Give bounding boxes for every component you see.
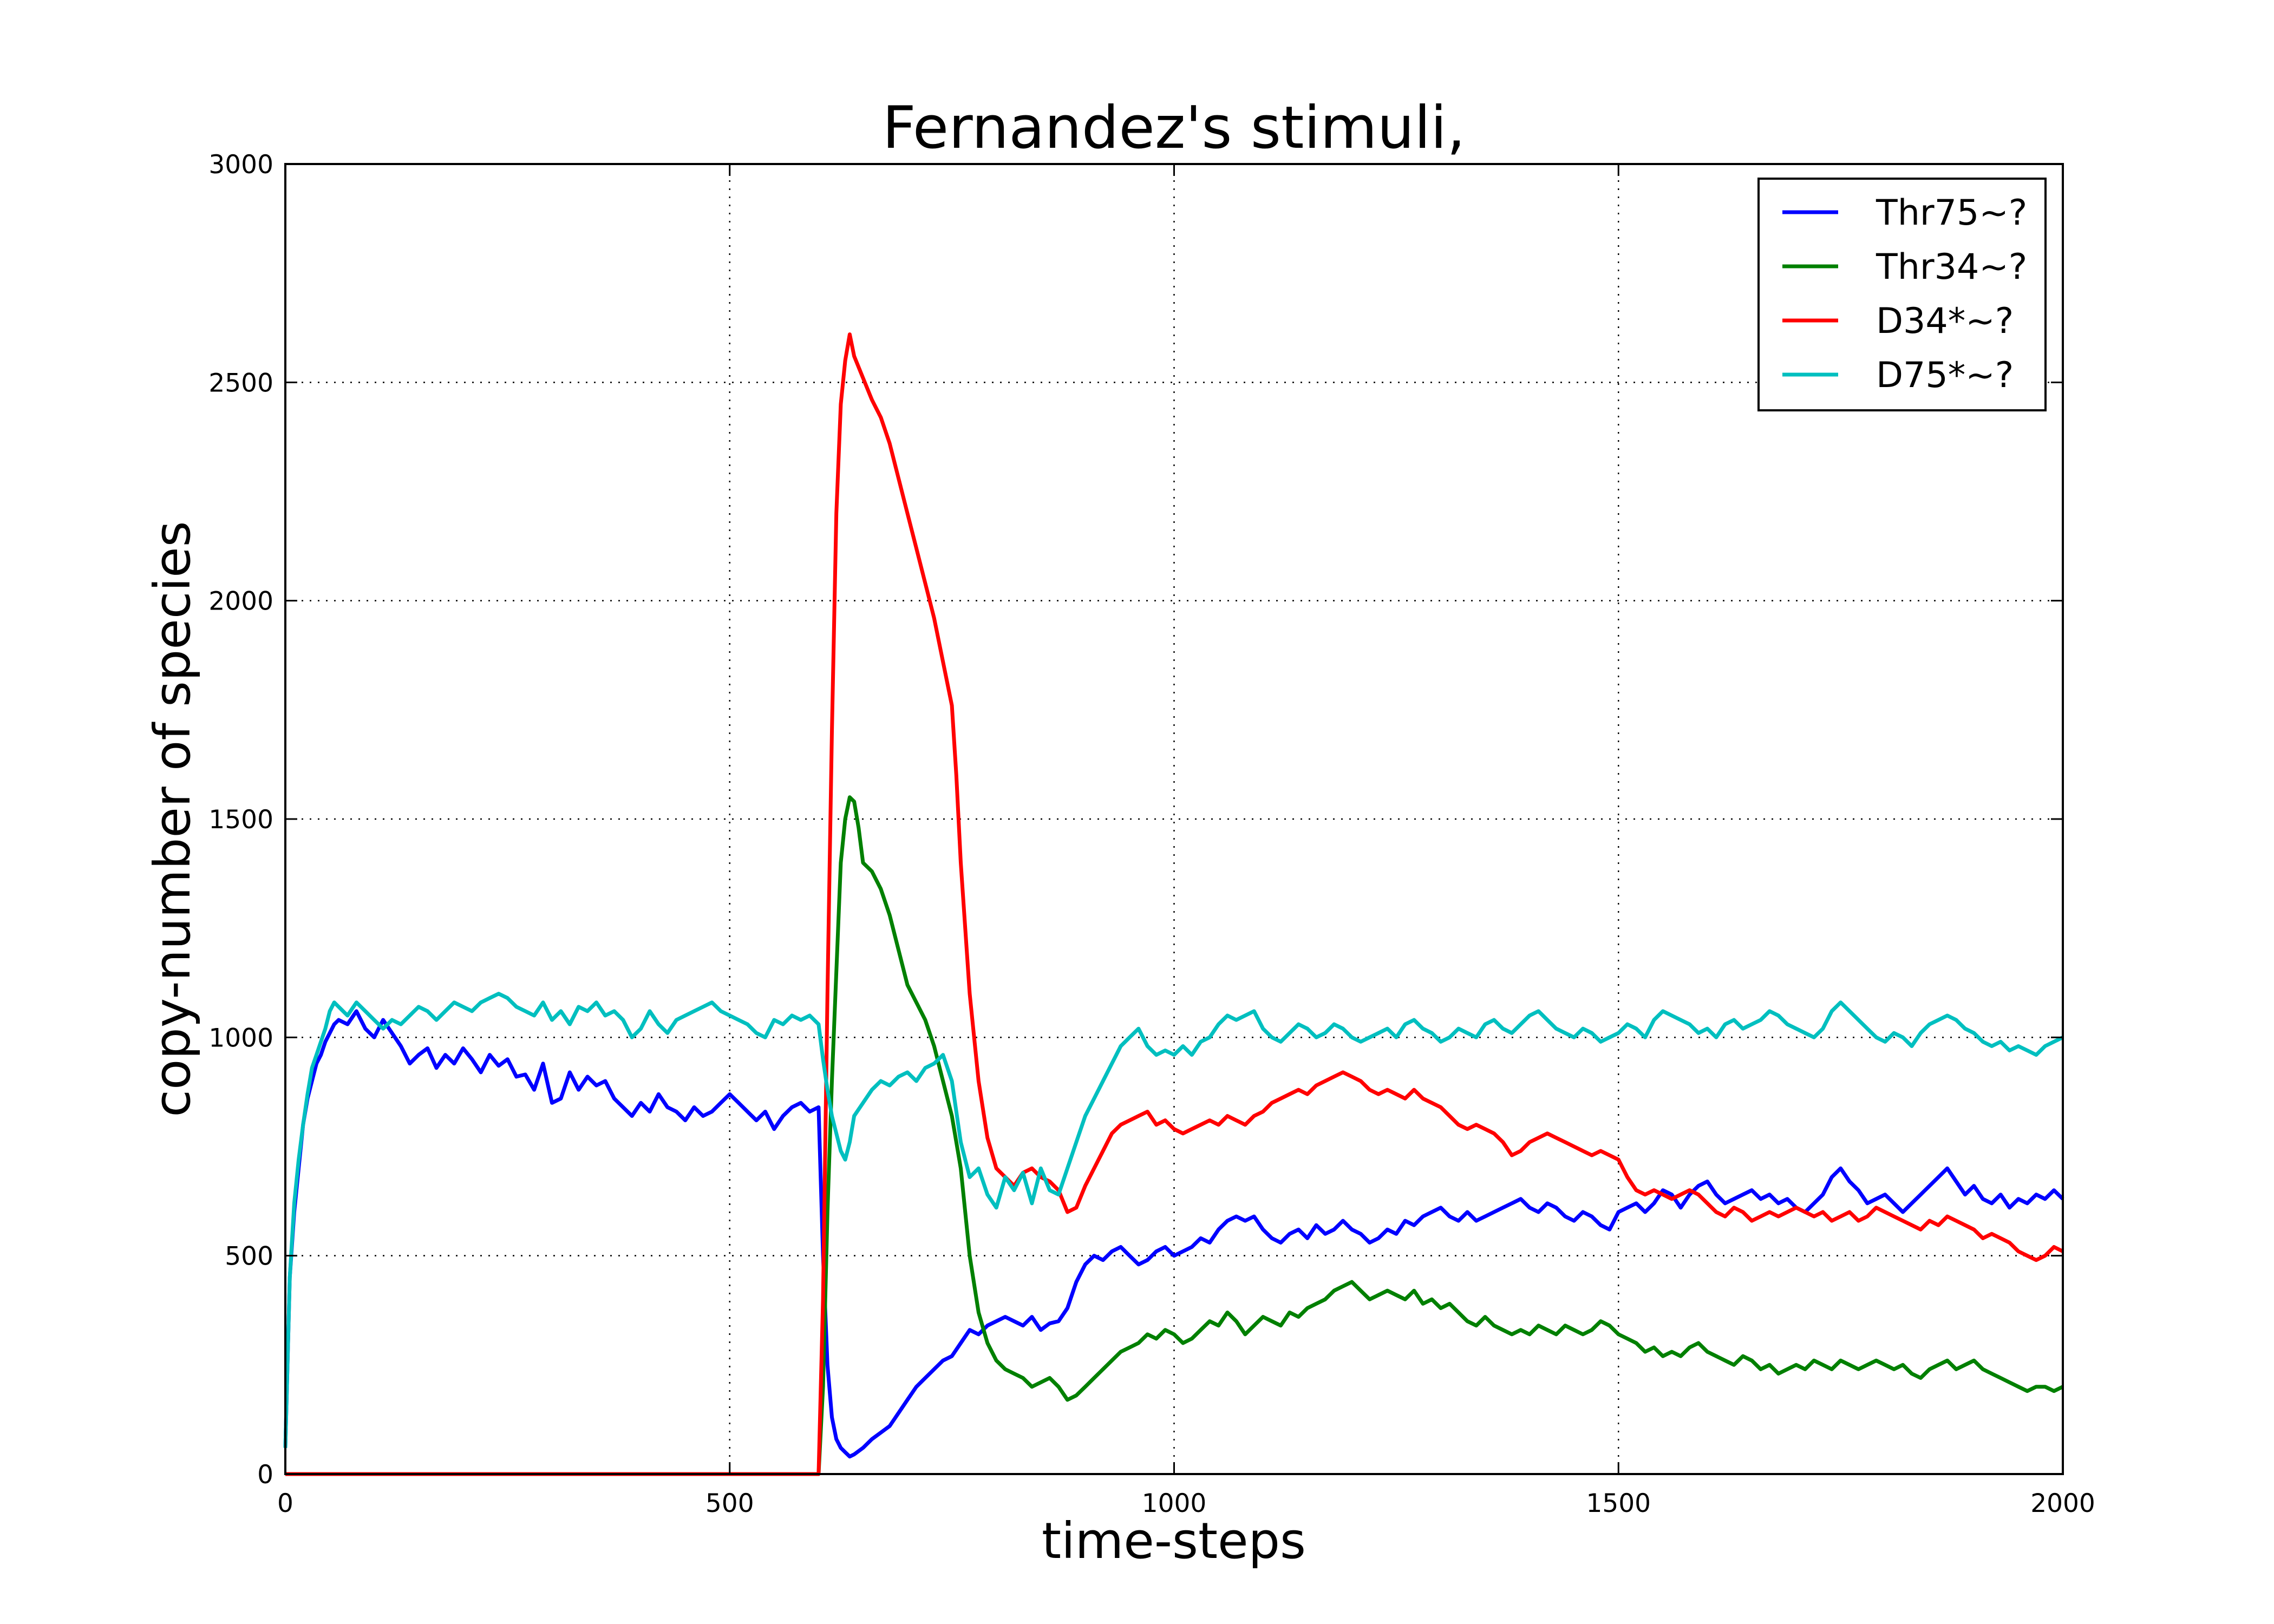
legend-label-thr34: Thr34~? [1876,247,2027,287]
x-axis-label: time-steps [1042,1512,1306,1570]
y-axis-label: copy-number of species [143,521,201,1117]
x-tick-label: 2000 [2030,1489,2095,1518]
axis-ticks: 0 500 1000 1500 2000 0 500 1000 1500 2000 2500 3000 [208,150,2095,1518]
y-tick-label: 1500 [208,805,273,835]
x-tick-label: 500 [705,1489,754,1518]
y-tick-label: 1000 [208,1023,273,1053]
series-line-d34 [285,332,2064,1476]
legend: Thr75~? Thr34~? D34*~? D75*~? [1757,178,2047,411]
legend-label-d34: D34*~? [1876,301,2014,342]
series-line-thr34 [285,795,2064,1476]
legend-label-thr75: Thr75~? [1876,193,2027,233]
x-tick-label: 0 [277,1489,293,1518]
y-tick-label: 3000 [208,150,273,180]
series-lines [283,332,2064,1476]
series-line-d75 [283,992,2064,1448]
y-tick-label: 2000 [208,587,273,617]
y-tick-label: 0 [257,1460,273,1490]
chart-title: Fernandez's stimuli, [883,94,1466,162]
y-tick-label: 500 [225,1242,273,1272]
series-line-thr75 [283,1009,2064,1459]
legend-label-d75: D75*~? [1876,355,2014,396]
y-tick-label: 2500 [208,368,273,398]
x-tick-label: 1000 [1142,1489,1207,1518]
x-tick-label: 1500 [1586,1489,1651,1518]
legend-box [1757,178,2047,411]
